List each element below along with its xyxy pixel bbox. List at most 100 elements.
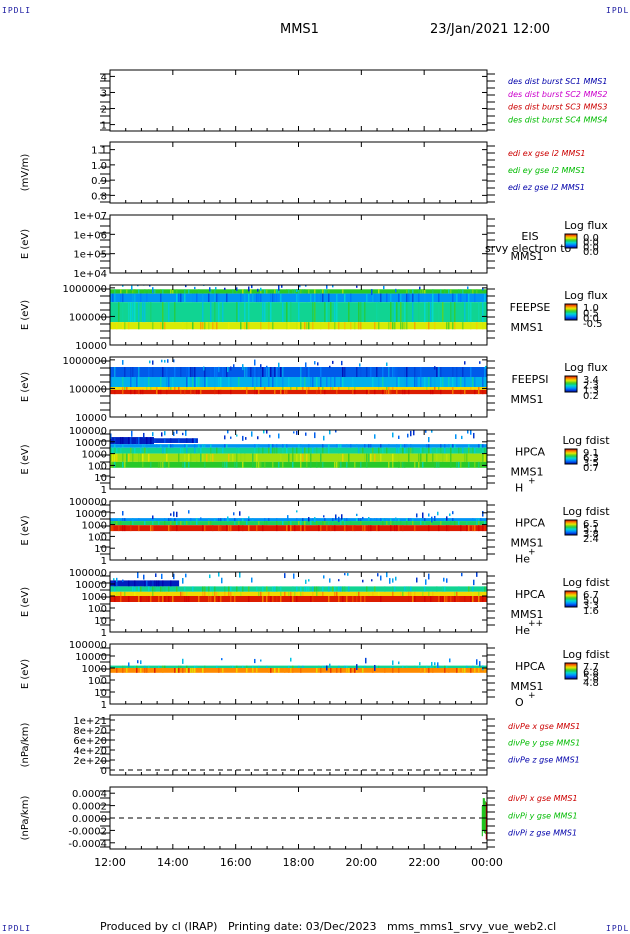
heatmap-texture bbox=[418, 293, 420, 303]
heatmap-texture bbox=[482, 586, 484, 592]
heatmap-texture bbox=[260, 377, 262, 387]
heatmap-texture bbox=[202, 377, 204, 387]
heatmap-texture bbox=[300, 586, 302, 592]
heatmap-texture bbox=[148, 453, 150, 462]
heatmap-texture bbox=[298, 665, 300, 668]
heatmap-texture bbox=[370, 518, 372, 522]
heatmap-texture bbox=[310, 447, 312, 454]
heatmap-texture bbox=[412, 596, 414, 602]
heatmap-speckle bbox=[242, 364, 244, 371]
heatmap-speckle bbox=[185, 573, 187, 578]
heatmap-texture bbox=[384, 389, 386, 395]
heatmap-texture bbox=[418, 302, 420, 323]
heatmap-texture bbox=[432, 453, 434, 462]
heatmap-texture bbox=[316, 389, 318, 395]
heatmap-texture bbox=[304, 586, 306, 592]
heatmap-texture bbox=[338, 444, 340, 448]
y-tick-label: 10000 bbox=[75, 652, 107, 663]
heatmap-texture bbox=[474, 461, 476, 468]
heatmap-texture bbox=[256, 377, 258, 387]
heatmap-texture bbox=[274, 367, 276, 377]
heatmap-texture bbox=[204, 665, 206, 668]
heatmap-texture bbox=[376, 302, 378, 323]
heatmap-texture bbox=[404, 461, 406, 468]
spacecraft-label: MMS1 bbox=[511, 466, 544, 479]
heatmap-texture bbox=[324, 518, 326, 522]
heatmap-texture bbox=[348, 387, 350, 390]
heatmap-texture bbox=[404, 444, 406, 448]
heatmap-texture bbox=[242, 518, 244, 522]
heatmap-texture bbox=[184, 591, 186, 596]
heatmap-texture bbox=[182, 447, 184, 454]
heatmap-texture bbox=[432, 302, 434, 323]
heatmap-texture bbox=[480, 518, 482, 522]
heatmap-texture bbox=[116, 387, 118, 390]
heatmap-texture bbox=[262, 367, 264, 377]
heatmap-texture bbox=[118, 525, 120, 532]
heatmap-texture bbox=[380, 518, 382, 522]
heatmap-speckle bbox=[365, 657, 367, 664]
heatmap-texture bbox=[416, 367, 418, 377]
heatmap-texture bbox=[316, 518, 318, 522]
heatmap-texture bbox=[184, 389, 186, 395]
heatmap-texture bbox=[114, 447, 116, 454]
heatmap-texture bbox=[234, 461, 236, 468]
heatmap-texture bbox=[210, 596, 212, 602]
heatmap-texture bbox=[163, 438, 166, 443]
heatmap-texture bbox=[244, 289, 246, 294]
heatmap-texture bbox=[204, 461, 206, 468]
heatmap-texture bbox=[458, 289, 460, 294]
heatmap-texture bbox=[242, 289, 244, 294]
heatmap-texture bbox=[458, 586, 460, 592]
y-tick-label: 10 bbox=[94, 473, 107, 484]
heatmap-texture bbox=[246, 668, 248, 673]
colorbar-tick-label: 0.0 bbox=[583, 247, 599, 258]
heatmap-texture bbox=[366, 461, 368, 468]
x-tick-label: 20:00 bbox=[345, 856, 377, 869]
heatmap-speckle bbox=[233, 364, 235, 369]
heatmap-texture bbox=[222, 668, 224, 673]
heatmap-texture bbox=[482, 389, 484, 395]
heatmap-speckle bbox=[416, 513, 418, 518]
heatmap-texture bbox=[398, 377, 400, 387]
heatmap-texture bbox=[266, 596, 268, 602]
heatmap-texture bbox=[136, 665, 138, 668]
heatmap-texture bbox=[284, 387, 286, 390]
heatmap-texture bbox=[298, 521, 300, 526]
heatmap-texture bbox=[404, 586, 406, 592]
y-tick-label: 1 bbox=[101, 485, 107, 496]
heatmap-texture bbox=[214, 322, 216, 330]
heatmap-texture bbox=[302, 447, 304, 454]
legend-entry: des dist burst SC4 MMS4 bbox=[508, 115, 607, 124]
heatmap-texture bbox=[228, 377, 230, 387]
heatmap-texture bbox=[438, 387, 440, 390]
heatmap-speckle bbox=[185, 285, 187, 288]
heatmap-texture bbox=[124, 665, 126, 668]
heatmap-texture bbox=[376, 525, 378, 532]
heatmap-texture bbox=[132, 453, 134, 462]
heatmap-texture bbox=[186, 444, 188, 448]
heatmap-texture bbox=[300, 461, 302, 468]
heatmap-texture bbox=[398, 447, 400, 454]
heatmap-speckle bbox=[188, 510, 190, 514]
heatmap-texture bbox=[482, 302, 484, 323]
heatmap-speckle bbox=[242, 435, 244, 441]
heatmap-texture bbox=[430, 389, 432, 395]
heatmap-texture bbox=[282, 521, 284, 526]
heatmap-texture bbox=[414, 377, 416, 387]
heatmap-texture bbox=[234, 596, 236, 602]
heatmap-texture bbox=[436, 447, 438, 454]
heatmap-texture bbox=[150, 525, 152, 532]
heatmap-speckle bbox=[293, 431, 295, 434]
heatmap-texture bbox=[448, 377, 450, 387]
heatmap-texture bbox=[288, 665, 290, 668]
heatmap-texture bbox=[368, 453, 370, 462]
heatmap-speckle bbox=[263, 430, 265, 434]
heatmap-texture bbox=[428, 668, 430, 673]
heatmap-speckle bbox=[329, 365, 331, 369]
heatmap-texture bbox=[132, 586, 134, 592]
heatmap-texture bbox=[268, 444, 270, 448]
heatmap-texture bbox=[186, 596, 188, 602]
heatmap-speckle bbox=[209, 287, 211, 292]
